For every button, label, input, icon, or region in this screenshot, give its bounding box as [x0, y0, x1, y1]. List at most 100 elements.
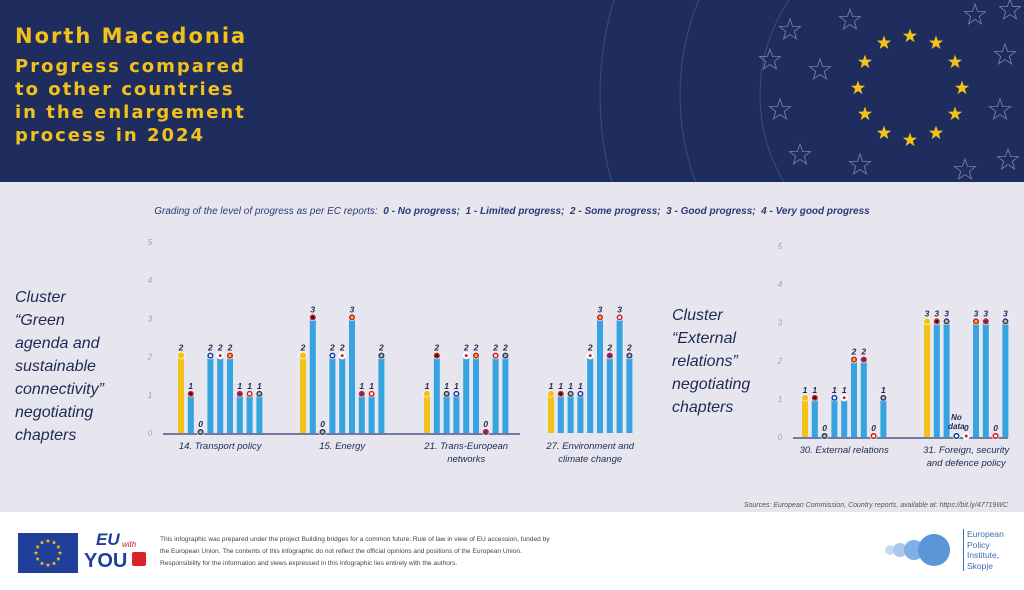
- country-flag-icon-center: [1003, 319, 1007, 323]
- country-flag-icon-center: [464, 354, 468, 358]
- grading-3: 3 - Good progress;: [666, 206, 756, 217]
- data-label: 1: [568, 381, 573, 391]
- country-flag-icon-center: [994, 434, 998, 438]
- data-label: 0: [198, 419, 203, 429]
- country-flag-icon-center: [301, 354, 305, 358]
- epi-line: Skopje: [967, 560, 993, 571]
- epi-line: European: [967, 529, 1004, 539]
- cluster-external-line: “External: [672, 330, 737, 347]
- subtitle-line-2: to other countries: [15, 79, 235, 100]
- eu-star-icon: [51, 540, 57, 545]
- country-flag-icon-center: [813, 396, 817, 400]
- data-label: 2: [587, 343, 593, 353]
- country-title: North Macedonia: [15, 24, 248, 48]
- country-flag-icon-center: [598, 315, 602, 319]
- data-label: 2: [217, 343, 223, 353]
- data-label: 3: [617, 304, 622, 314]
- category-label: 27. Environment and: [545, 441, 634, 452]
- data-label: 2: [207, 343, 213, 353]
- data-label: 2: [178, 343, 184, 353]
- bar: [217, 356, 224, 433]
- eu-star-icon: [57, 550, 63, 555]
- star-outline-icon: [778, 17, 802, 40]
- data-label: 1: [359, 381, 364, 391]
- subtitle-line-1: Progress compared: [15, 56, 246, 77]
- country-flag-icon-center: [569, 392, 573, 396]
- grading-1: 1 - Limited progress;: [465, 206, 565, 217]
- data-label: data: [948, 422, 965, 431]
- data-label: 2: [339, 343, 345, 353]
- bar: [587, 356, 594, 433]
- category-label: climate change: [558, 454, 622, 465]
- epi-line: Institute,: [967, 550, 1000, 560]
- country-flag-icon-center: [199, 430, 203, 434]
- data-label: 1: [803, 385, 808, 395]
- cluster-green-line: sustainable: [15, 358, 96, 375]
- data-label: 1: [832, 385, 837, 395]
- country-flag-icon-center: [228, 354, 232, 358]
- data-label: 1: [558, 381, 563, 391]
- bar: [453, 394, 460, 433]
- country-flag-icon-center: [435, 354, 439, 358]
- y-tick-label: 2: [777, 357, 783, 366]
- eu-star-icon: [850, 80, 866, 95]
- bar: [339, 356, 346, 433]
- country-flag-icon-center: [852, 358, 856, 362]
- data-label: 2: [626, 343, 632, 353]
- data-label: 2: [227, 343, 233, 353]
- country-flag-icon-center: [925, 319, 929, 323]
- bar: [433, 356, 440, 433]
- bar: [606, 356, 613, 433]
- data-label: 2: [300, 343, 306, 353]
- y-tick-label: 0: [148, 429, 153, 438]
- y-tick-label: 4: [148, 276, 153, 285]
- y-tick-label: 5: [148, 238, 153, 247]
- bar: [358, 394, 365, 433]
- eu-star-icon: [857, 54, 873, 69]
- bar: [329, 356, 336, 433]
- euwy-eu: EU: [96, 530, 120, 549]
- country-flag-icon-center: [549, 392, 553, 396]
- y-tick-label: 3: [778, 318, 783, 327]
- data-label: 0: [320, 419, 325, 429]
- data-label: 1: [369, 381, 374, 391]
- cluster-external-line: chapters: [672, 399, 734, 416]
- category-label: 30. External relations: [800, 445, 889, 456]
- eu-star-icon: [857, 106, 873, 121]
- y-tick-label: 1: [148, 391, 152, 400]
- country-flag-icon-center: [494, 354, 498, 358]
- data-label: 2: [492, 343, 498, 353]
- epi-dot-icon: [893, 543, 907, 557]
- bar: [246, 394, 253, 433]
- country-flag-icon-center: [330, 354, 334, 358]
- bar: [349, 318, 355, 433]
- data-label: 1: [881, 385, 886, 395]
- cluster-green-line: chapters: [15, 427, 77, 444]
- eu-star-icon: [947, 106, 963, 121]
- country-flag-icon-center: [935, 319, 939, 323]
- country-flag-icon-center: [862, 358, 866, 362]
- decor-arc: [679, 0, 700, 182]
- bar: [300, 356, 306, 433]
- bar: [802, 398, 808, 437]
- cluster-green-label: Cluster “Green agenda and sustainable co…: [15, 286, 104, 447]
- eu-star-icon: [39, 561, 45, 566]
- eu-star-icon: [56, 544, 61, 549]
- eu-with-you-logo: EU with YOU: [84, 530, 148, 574]
- country-flag-icon-center: [559, 392, 563, 396]
- star-outline-icon: [988, 97, 1012, 120]
- country-flag-icon-center: [454, 392, 458, 396]
- y-tick-label: 1: [778, 395, 782, 404]
- data-label: 2: [378, 343, 384, 353]
- bar: [841, 398, 848, 437]
- star-outline-icon: [758, 47, 782, 70]
- cluster-external-line: relations”: [672, 353, 738, 370]
- grading-prefix: Grading of the level of progress as per …: [154, 206, 378, 217]
- eu-star-icon: [876, 125, 892, 140]
- country-flag-icon-center: [842, 396, 846, 400]
- country-flag-icon-center: [238, 392, 242, 396]
- star-outline-icon: [993, 42, 1017, 65]
- data-label: 1: [188, 381, 193, 391]
- data-label: 3: [350, 304, 355, 314]
- country-flag-icon-center: [618, 315, 622, 319]
